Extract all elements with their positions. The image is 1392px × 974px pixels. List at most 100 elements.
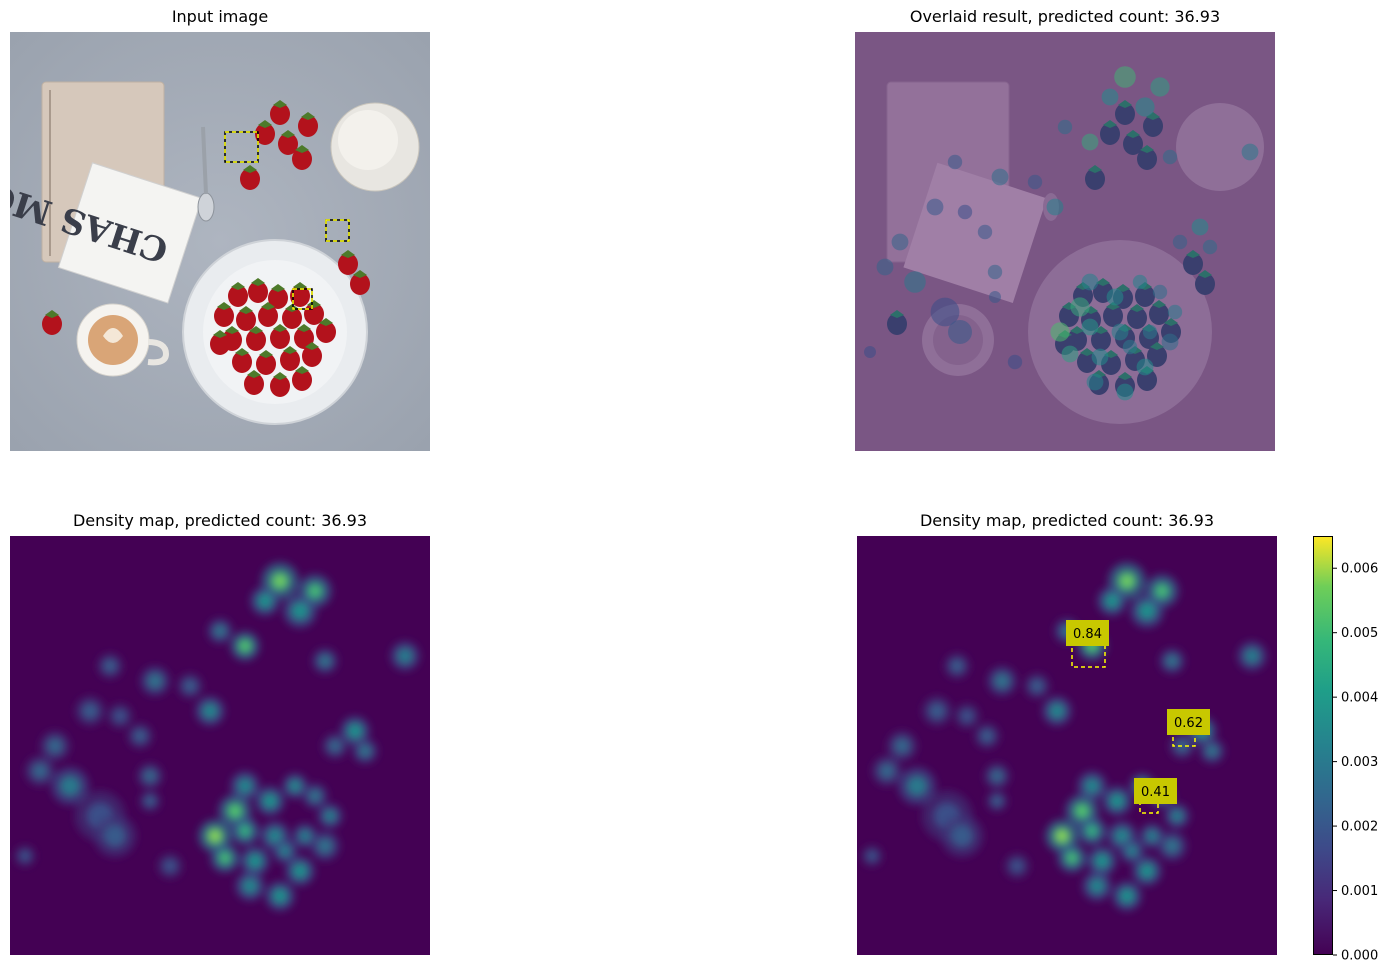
density-core xyxy=(221,854,229,862)
density-peak xyxy=(163,859,177,873)
strawberry-leaf xyxy=(259,350,273,358)
overlay-density-blob xyxy=(1081,273,1099,291)
strawberry-leaf xyxy=(217,302,231,310)
density-peak xyxy=(1084,778,1100,794)
strawberry xyxy=(887,313,907,335)
overlay-density-blob xyxy=(1122,339,1138,355)
density-peak xyxy=(1119,888,1135,904)
strawberry xyxy=(244,373,264,395)
score-label-2: 0.62 xyxy=(1174,716,1203,731)
density-peak xyxy=(328,739,342,753)
density-peak xyxy=(104,825,126,847)
overlay-density-blob xyxy=(977,224,993,240)
overlay-density-blob xyxy=(891,233,909,251)
density-peak xyxy=(1049,703,1065,719)
density-peak xyxy=(879,763,895,779)
density-peak xyxy=(994,673,1010,689)
density-core xyxy=(1088,827,1096,835)
strawberry-leaf xyxy=(1130,304,1144,312)
score-annotation-1: 0.84 xyxy=(1066,620,1109,668)
density-peak xyxy=(213,624,227,638)
density-peak xyxy=(1114,828,1130,844)
colorbar-tick-label: 0.003 xyxy=(1341,755,1378,770)
density-peak xyxy=(267,828,283,844)
density-core xyxy=(241,827,249,835)
overlay-density-blob xyxy=(1161,333,1179,351)
overlay-density-blob xyxy=(1191,218,1209,236)
density-peak xyxy=(951,825,973,847)
strawberry xyxy=(1149,303,1169,325)
density-peak xyxy=(318,654,332,668)
density-peak xyxy=(242,878,258,894)
density-blobs-annotated xyxy=(861,562,1267,911)
density-blobs xyxy=(14,562,420,911)
overlay-density-blob xyxy=(864,346,876,358)
overlay-density-blob xyxy=(1116,383,1134,401)
density-peak xyxy=(1104,593,1120,609)
strawberry xyxy=(246,329,266,351)
strawberry-leaf xyxy=(301,112,315,120)
overlay-density-blob xyxy=(1150,77,1170,97)
strawberry xyxy=(278,133,298,155)
strawberry xyxy=(1127,307,1147,329)
density-peak xyxy=(1138,602,1156,620)
overlay-density-blob xyxy=(1027,174,1043,190)
colorbar-tick-label: 0.000 xyxy=(1341,949,1378,964)
strawberry-leaf xyxy=(271,284,285,292)
density-peak xyxy=(262,793,278,809)
density-core xyxy=(311,587,319,595)
density-peak xyxy=(147,673,163,689)
density-core xyxy=(1158,587,1166,595)
strawberry-leaf xyxy=(293,282,307,290)
overlay-density-blob xyxy=(1167,304,1183,320)
strawberry xyxy=(240,168,260,190)
density-peak xyxy=(1089,878,1105,894)
overlay-density-blob xyxy=(1241,143,1259,161)
strawberry xyxy=(228,285,248,307)
overlay-density-blob xyxy=(1172,234,1188,250)
density-peak xyxy=(980,729,994,743)
overlay-density-blob xyxy=(991,168,1009,186)
overlay-density-blob xyxy=(987,264,1003,280)
strawberry-leaf xyxy=(235,348,249,356)
strawberry-leaf xyxy=(283,346,297,354)
strawberry xyxy=(42,313,62,335)
strawberry xyxy=(1195,273,1215,295)
density-peak xyxy=(397,648,413,664)
strawberry-leaf xyxy=(45,310,59,318)
input-image-title: Input image xyxy=(171,7,269,26)
strawberry xyxy=(294,327,314,349)
score-annotation-3: 0.41 xyxy=(1134,778,1177,814)
density-peak xyxy=(1030,679,1044,693)
density-peak xyxy=(1165,654,1179,668)
density-peak xyxy=(358,744,372,758)
density-map-annotated-title: Density map, predicted count: 36.93 xyxy=(919,511,1215,530)
strawberry-leaf xyxy=(1118,100,1132,108)
overlay-density-blob xyxy=(1046,198,1064,216)
strawberry xyxy=(270,375,290,397)
plate-strawberries xyxy=(210,278,336,397)
density-core xyxy=(275,576,285,586)
strawberry-leaf xyxy=(1198,270,1212,278)
overlay-density-blob xyxy=(1070,297,1090,317)
density-core xyxy=(1058,832,1066,840)
density-core xyxy=(211,832,219,840)
score-annotation-2: 0.62 xyxy=(1167,709,1210,747)
strawberry xyxy=(1103,305,1123,327)
strawberry xyxy=(1143,115,1163,137)
strawberry xyxy=(270,103,290,125)
exemplar-box-1-dashed xyxy=(224,131,259,163)
density-core xyxy=(241,642,249,650)
strawberry-leaf xyxy=(1126,130,1140,138)
strawberry-leaf xyxy=(1118,372,1132,380)
colorbar-ticks: 0.000 0.001 0.002 0.003 0.004 0.005 0.006 xyxy=(1333,562,1378,964)
strawberry-leaf xyxy=(231,282,245,290)
density-peak xyxy=(1094,853,1110,869)
density-peak xyxy=(1205,744,1219,758)
overlay-density-blob xyxy=(1050,322,1070,342)
overlay-density-blob xyxy=(989,291,1001,303)
strawberry xyxy=(268,287,288,309)
strawberry xyxy=(214,305,234,327)
strawberry xyxy=(1137,148,1157,170)
strawberry xyxy=(1123,133,1143,155)
